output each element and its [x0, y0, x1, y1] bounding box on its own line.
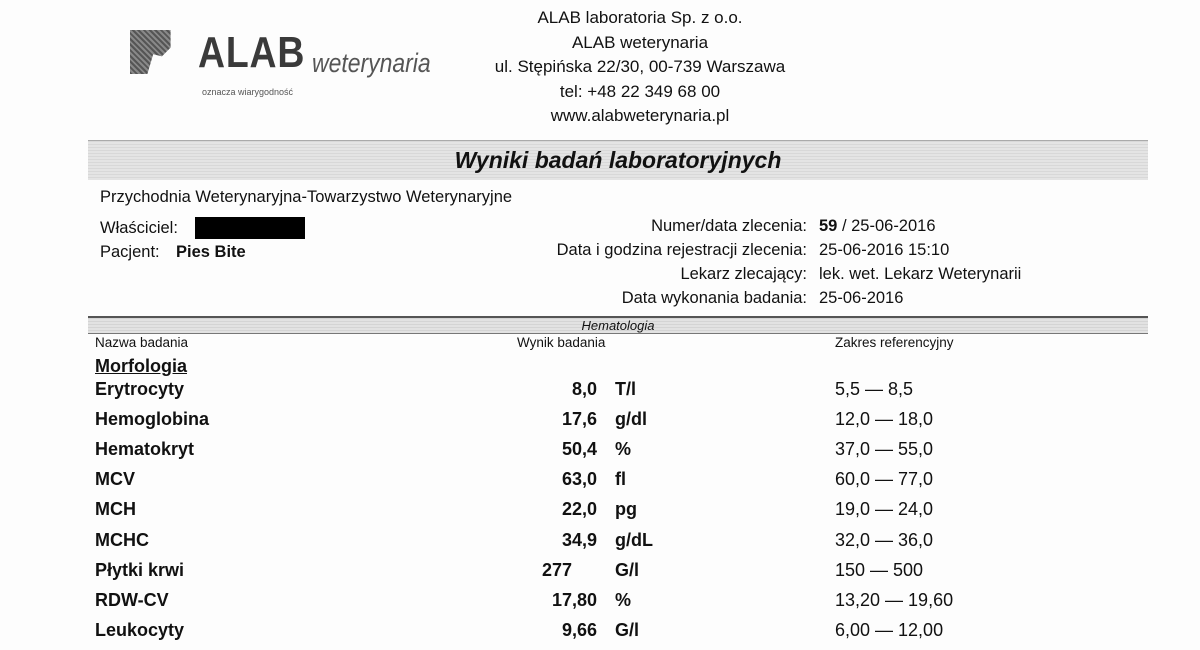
group-morfologia: Morfologia	[95, 356, 187, 376]
test-value: 277	[541, 559, 572, 580]
test-name: MCH	[95, 499, 136, 520]
registration-label: Data i godzina rejestracji zlecenia:	[556, 241, 807, 259]
test-value: 8,0	[571, 379, 597, 399]
lab-website: www.alabweterynaria.pl	[550, 106, 730, 125]
test-range: 5,5 — 8,5	[835, 379, 914, 399]
test-value: 22,0	[561, 499, 597, 520]
test-unit: G/l	[615, 619, 640, 640]
logo-mark-icon	[130, 30, 171, 74]
lab-name: ALAB laboratoria Sp. z o.o.	[537, 8, 743, 27]
order-date: / 25-06-2016	[837, 217, 936, 235]
test-name: Hematokryt	[95, 439, 195, 460]
section-hematologia: Hematologia	[88, 316, 1148, 334]
test-value: 34,9	[561, 529, 597, 550]
table-row: RDW-CV 17,80% 13,20 — 19,60	[0, 590, 1200, 620]
table-row: Płytki krwi 277 G/l 150 — 500	[0, 560, 1200, 590]
test-unit: g/dl	[615, 409, 647, 430]
doctor: lek. wet. Lekarz Weterynarii	[819, 265, 1022, 283]
patient-name: Pies Bite	[176, 243, 246, 261]
test-name: Hemoglobina	[95, 409, 210, 430]
test-unit: G/l	[615, 559, 640, 580]
lab-division: ALAB weterynaria	[571, 32, 709, 52]
owner-label: Właściciel:	[100, 219, 178, 237]
test-range: 60,0 — 77,0	[835, 469, 934, 490]
test-name: Płytki krwi	[95, 559, 185, 580]
table-row: Hematokryt 50,4% 37,0 — 55,0	[0, 439, 1200, 469]
test-unit: %	[615, 589, 632, 610]
test-range: 32,0 — 36,0	[835, 529, 934, 550]
table-row: MCHC 34,9 g/dL 32,0 — 36,0	[0, 530, 1200, 560]
test-name: MCHC	[95, 529, 149, 550]
test-name: RDW-CV	[95, 589, 169, 610]
order-no: 59	[819, 217, 838, 235]
test-range: 12,0 — 18,0	[835, 409, 934, 430]
alab-logo: ALAB weterynaria oznacza wiarygodność	[130, 28, 440, 98]
order-number-label: Numer/data zlecenia:	[651, 217, 807, 235]
col-result: Wynik badania	[517, 335, 606, 350]
test-range: 37,0 — 55,0	[835, 439, 934, 460]
table-row: Hemoglobina 17,6 g/dl 12,0 — 18,0	[0, 409, 1200, 439]
test-value: 50,4	[561, 439, 597, 460]
logo-tagline: oznacza wiarygodność	[202, 87, 294, 97]
logo-sub: weterynaria	[312, 48, 431, 78]
exec-date: 25-06-2016	[819, 289, 904, 307]
test-range: 13,20 — 19,60	[835, 589, 954, 610]
test-value: 9,66	[561, 619, 597, 640]
table-row: MCH 22,0 pg 19,0 — 24,0	[0, 499, 1200, 529]
test-range: 150 — 500	[835, 559, 924, 580]
test-unit: pg	[615, 499, 637, 520]
test-unit: g/dL	[615, 529, 653, 550]
redacted-owner	[195, 217, 305, 239]
order-number: 59 / 25-06-2016	[819, 217, 936, 236]
table-row: Leukocyty 9,66 G/l 6,00 — 12,00	[0, 620, 1200, 650]
logo-brand: ALAB	[198, 28, 306, 77]
registration-datetime: 25-06-2016 15:10	[819, 241, 950, 259]
page-title: Wyniki badań laboratoryjnych	[454, 147, 782, 173]
test-name: MCV	[95, 469, 135, 490]
lab-phone: tel: +48 22 349 68 00	[559, 81, 721, 101]
test-range: 6,00 — 12,00	[835, 619, 944, 640]
title-bar	[88, 140, 1148, 180]
lab-street: ul. Stępińska 22/30, 00-739 Warszawa	[494, 57, 786, 76]
test-unit: T/l	[615, 379, 636, 399]
test-value: 17,80	[551, 589, 597, 610]
test-name: Leukocyty	[95, 619, 185, 640]
doctor-label: Lekarz zlecający:	[680, 265, 807, 283]
col-range: Zakres referencyjny	[835, 335, 954, 350]
test-value: 17,6	[561, 409, 597, 430]
exec-date-label: Data wykonania badania:	[621, 289, 807, 307]
col-name: Nazwa badania	[95, 335, 189, 350]
test-range: 19,0 — 24,0	[835, 499, 934, 520]
clinic: Przychodnia Weterynaryjna-Towarzystwo We…	[100, 188, 513, 206]
test-name: Erytrocyty	[95, 379, 185, 399]
patient-label: Pacjent:	[100, 243, 160, 261]
test-value: 63,0	[561, 469, 597, 490]
table-row: Erytrocyty 8,0 T/l 5,5 — 8,5	[0, 379, 1200, 409]
test-unit: fl	[615, 469, 626, 490]
lab-address: ALAB laboratoria Sp. z o.o. ALAB weteryn…	[470, 6, 810, 129]
test-unit: %	[615, 439, 632, 460]
table-row: MCV 63,0 fl 60,0 — 77,0	[0, 469, 1200, 499]
